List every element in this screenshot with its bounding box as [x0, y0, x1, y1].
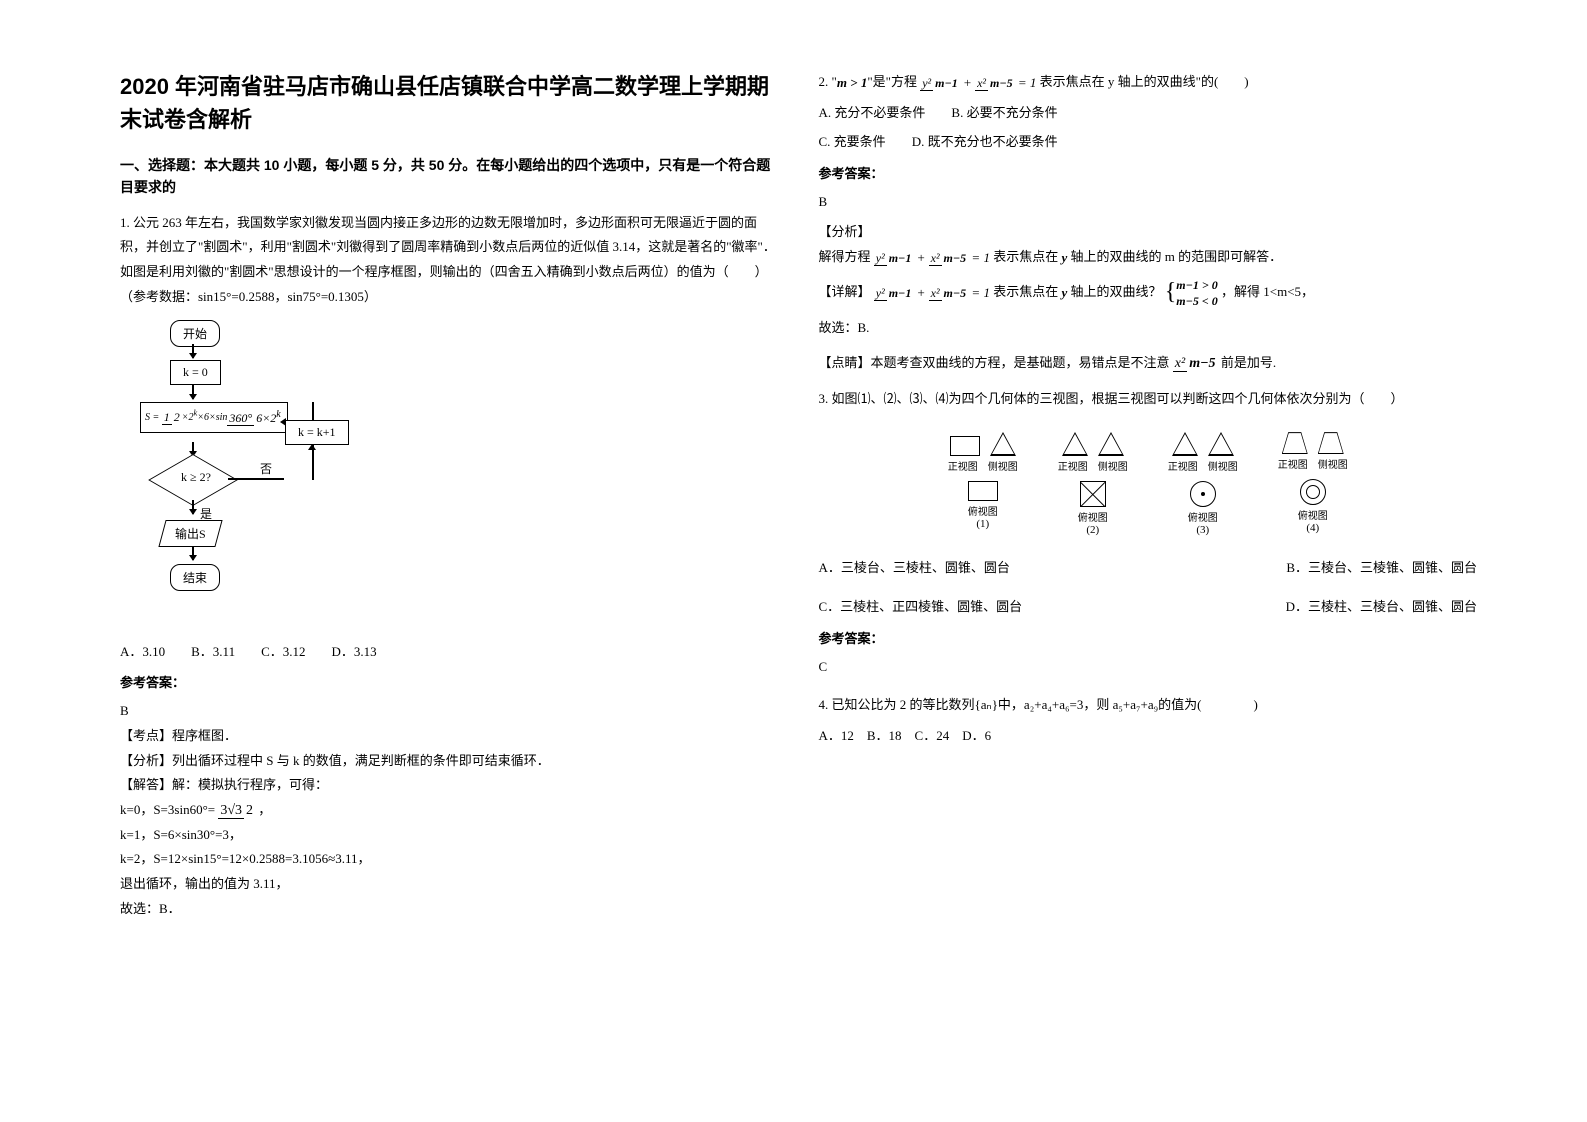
q3-answer-label: 参考答案： [819, 628, 1478, 647]
flow-init: k = 0 [170, 360, 221, 385]
fig-1: 正视图侧视图 俯视图 (1) [948, 432, 1018, 536]
fig-3: 正视图侧视图 俯视图 (3) [1168, 432, 1238, 536]
q2-conclusion: 故选：B. [819, 316, 1478, 341]
q1-step4: 故选：B． [120, 897, 779, 922]
fig-2: 正视图侧视图 俯视图 (2) [1058, 432, 1128, 536]
q1-kaodian: 【考点】程序框图． [120, 724, 779, 749]
q4-text: 4. 已知公比为 2 的等比数列{aₙ}中，a₂+a₄+a₆=3，则 a₅+a₇… [819, 693, 1478, 718]
flow-out: 输出S [158, 520, 222, 547]
q1-options: A．3.10 B．3.11 C．3.12 D．3.13 [120, 640, 779, 665]
q2-answer-label: 参考答案： [819, 163, 1478, 182]
q2-detail: 【详解】 y²m−1 + x²m−5 = 1 表示焦点在 y 轴上的双曲线？ {… [819, 270, 1478, 316]
q4-options: A．12 B．18 C．24 D．6 [819, 724, 1478, 749]
flow-end: 结束 [170, 564, 220, 591]
q3-answer: C [819, 655, 1478, 680]
q1-jieda: 【解答】解：模拟执行程序，可得： [120, 773, 779, 798]
section-header: 一、选择题：本大题共 10 小题，每小题 5 分，共 50 分。在每小题给出的四… [120, 154, 779, 199]
q2-analysis1: 解得方程 y²m−1 + x²m−5 = 1 表示焦点在 y 轴上的双曲线的 m… [819, 245, 1478, 270]
flow-inc: k = k+1 [285, 420, 349, 445]
q3-optCD: C．三棱柱、正四棱锥、圆锥、圆台D．三棱柱、三棱台、圆锥、圆台 [819, 595, 1478, 620]
flowchart: 开始 k = 0 S = 12×2k×6×sin360°6×2k k = k+1… [140, 320, 779, 630]
flow-cond: k ≥ 2? [158, 460, 228, 500]
q3-figures: 正视图侧视图 俯视图 (1) 正视图侧视图 俯视图 (2) 正视图侧视图 俯视图… [819, 432, 1478, 536]
q1-answer: B [120, 699, 779, 724]
q1-fenxi: 【分析】列出循环过程中 S 与 k 的数值，满足判断框的条件即可结束循环． [120, 749, 779, 774]
q1-step0: k=0，S=3sin60°= 3√32 ， [120, 798, 779, 823]
q2-text: 2. "m > 1"是"方程 y²m−1 + x²m−5 = 1 表示焦点在 y… [819, 70, 1478, 95]
fig-4: 正视图侧视图 俯视图 (4) [1278, 432, 1348, 536]
q1-step3: 退出循环，输出的值为 3.11， [120, 872, 779, 897]
flow-no: 否 [260, 460, 272, 477]
right-column: 2. "m > 1"是"方程 y²m−1 + x²m−5 = 1 表示焦点在 y… [799, 70, 1498, 1082]
q2-fenxi-label: 【分析】 [819, 220, 1478, 245]
flow-calc: S = 12×2k×6×sin360°6×2k [140, 402, 288, 433]
q2-optCD: C. 充要条件 D. 既不充分也不必要条件 [819, 130, 1478, 155]
q2-optAB: A. 充分不必要条件 B. 必要不充分条件 [819, 101, 1478, 126]
q3-optAB: A．三棱台、三棱柱、圆锥、圆台B．三棱台、三棱锥、圆锥、圆台 [819, 556, 1478, 581]
left-column: 2020 年河南省驻马店市确山县任店镇联合中学高二数学理上学期期末试卷含解析 一… [100, 70, 799, 1082]
q1-step2: k=2，S=12×sin15°=12×0.2588=3.1056≈3.11， [120, 847, 779, 872]
q2-note: 【点睛】本题考查双曲线的方程，是基础题，易错点是不注意 x²m−5 前是加号. [819, 351, 1478, 376]
flow-start: 开始 [170, 320, 220, 347]
q2-answer: B [819, 190, 1478, 215]
q1-answer-label: 参考答案： [120, 672, 779, 691]
page-title: 2020 年河南省驻马店市确山县任店镇联合中学高二数学理上学期期末试卷含解析 [120, 70, 779, 136]
q3-text: 3. 如图⑴、⑵、⑶、⑷为四个几何体的三视图，根据三视图可以判断这四个几何体依次… [819, 387, 1478, 412]
q1-step1: k=1，S=6×sin30°=3， [120, 823, 779, 848]
q1-text: 1. 公元 263 年左右，我国数学家刘徽发现当圆内接正多边形的边数无限增加时，… [120, 211, 779, 310]
